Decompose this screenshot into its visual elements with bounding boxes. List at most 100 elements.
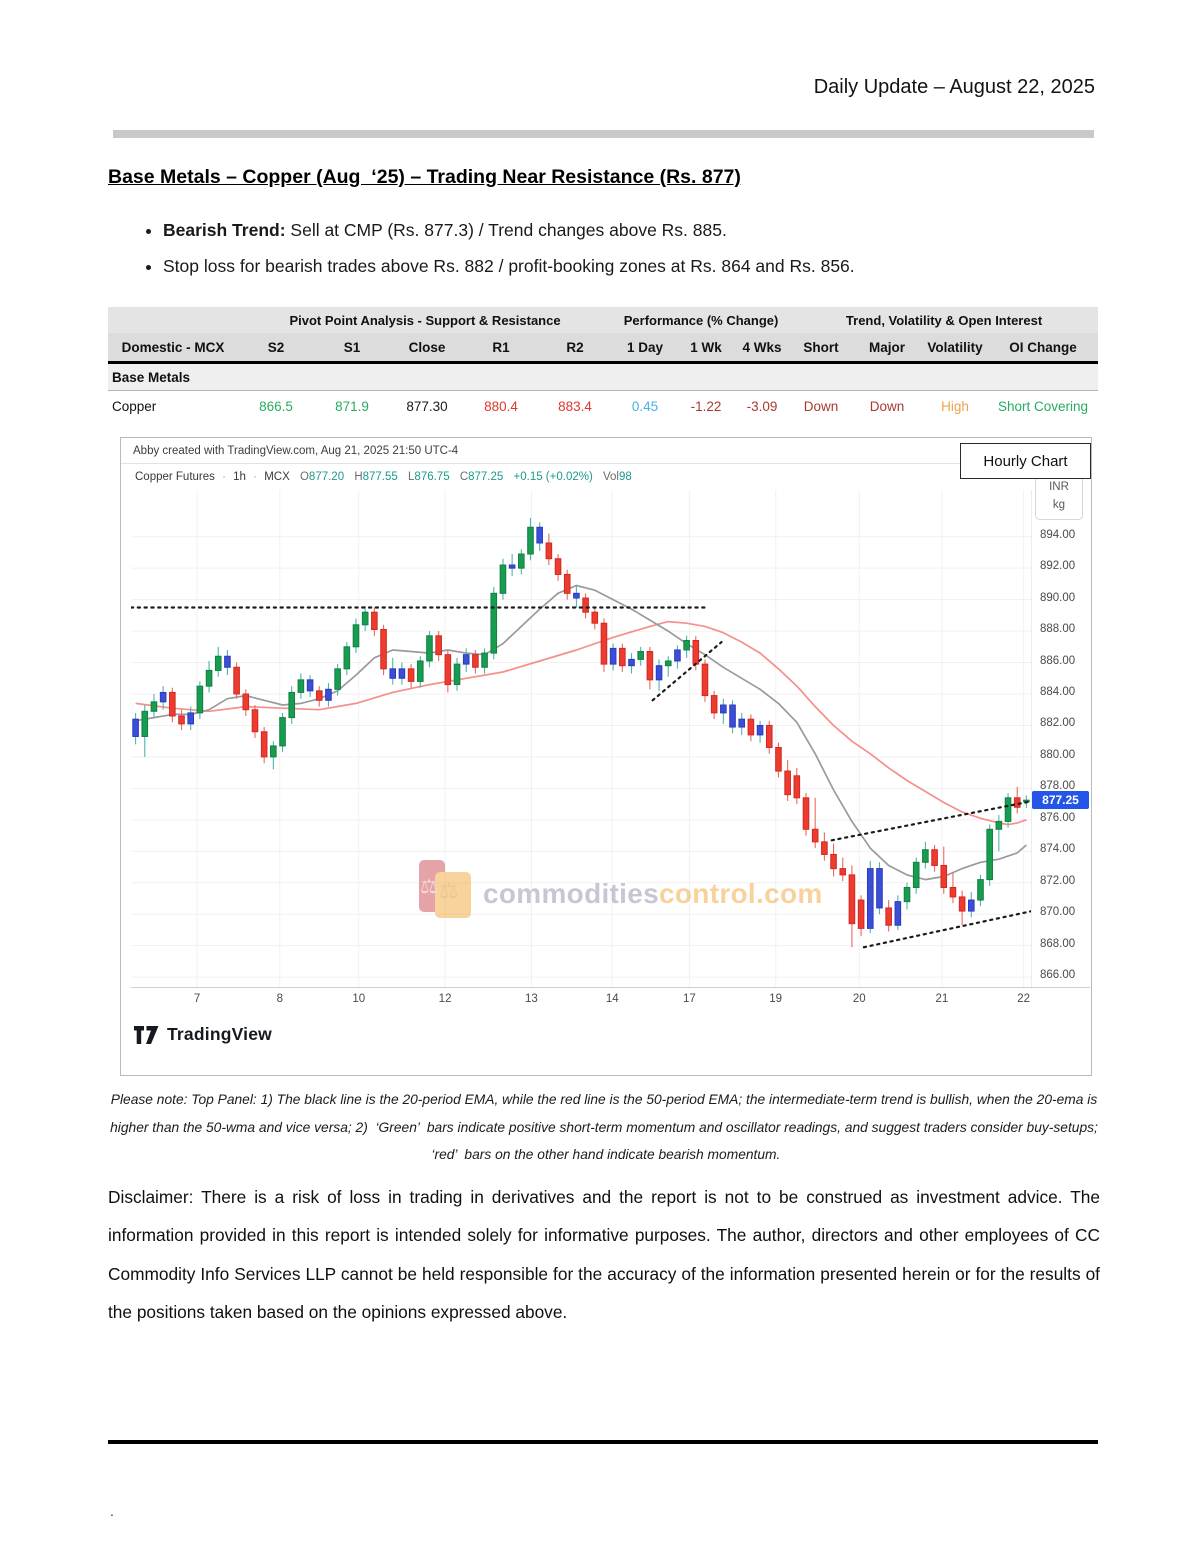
legend-high-value: 877.55 [362,471,398,483]
copper-value-5: 0.45 [631,399,659,414]
day-label-13: 13 [525,993,538,1005]
table-section-row: Base Metals [108,362,1099,391]
price-unit-box: INR kg [1035,472,1083,520]
legend-open-key: O [299,471,309,483]
day-label-20: 20 [852,993,866,1005]
legend-symbol: Copper Futures [135,471,215,483]
price-tick-866: 866.00 [1040,969,1076,982]
col-s2: S2 [238,333,314,364]
document-header: Daily Update – August 22, 2025 [813,76,1095,98]
copper-value-4: 883.4 [558,399,592,414]
legend-close-key: C [459,471,469,483]
copper-value-9: Down [869,399,905,414]
table-column-header-row: Domestic - MCX S2 S1 Close R1 R2 1 Day 1… [108,333,1099,364]
day-label-8: 8 [276,993,283,1005]
bullet-text: Stop loss for bearish trades above Rs. 8… [163,256,855,276]
day-label-21: 21 [935,993,949,1005]
legend-vol-key: Vol [603,471,619,483]
bullet-bearish-trend: Bearish Trend: Sell at CMP (Rs. 877.3) /… [163,220,1113,241]
price-tick-868: 868.00 [1040,937,1076,950]
copper-value-0: 866.5 [259,399,293,414]
hourly-chart-label: Hourly Chart [960,443,1091,479]
copper-value-11: Short Covering [998,399,1089,414]
price-tick-894: 894.00 [1040,528,1076,541]
watermark-part1: commodities [483,878,660,909]
bullet-stop-loss: Stop loss for bearish trades above Rs. 8… [163,256,1113,277]
bullet-text: Sell at CMP (Rs. 877.3) / Trend changes … [285,220,727,240]
col-domestic-mcx: Domestic - MCX [108,333,238,364]
day-label-17: 17 [682,993,696,1005]
header-divider [113,130,1094,138]
logo-orange-tile [435,872,471,918]
copper-value-2: 877.30 [406,399,448,414]
chart-body: Copper Futures · 1h · MCX O877.20 H877.5… [121,464,1091,1073]
legend-separator: · [222,471,226,483]
price-chart-panel: Abby created with TradingView.com, Aug 2… [120,437,1092,1076]
legend-close-value: 877.25 [468,471,504,483]
unit-inr: INR [1049,480,1069,493]
commodity-name: Copper [112,399,157,414]
page-title: Base Metals – Copper (Aug ‘25) – Trading… [108,166,741,188]
bottom-divider [108,1440,1098,1444]
watermark-text: commoditiescontrol.com [483,880,823,922]
day-label-12: 12 [438,993,452,1005]
copper-value-1: 871.9 [335,399,369,414]
scales-icon: ⚖ [439,878,459,903]
col-4wks: 4 Wks [734,333,791,364]
copper-value-10: High [941,399,969,414]
price-tick-892: 892.00 [1040,560,1076,573]
legend-interval: 1h [233,471,246,483]
legend-low-key: L [408,471,415,483]
col-major: Major [852,333,923,364]
day-label-10: 10 [352,993,366,1005]
col-r1: R1 [464,333,538,364]
day-label-19: 19 [769,993,783,1005]
commoditiescontrol-logo: ⚖ ⚖ [419,860,477,922]
day-label-7: 7 [193,993,201,1005]
col-1wk: 1 Wk [678,333,735,364]
price-tick-880: 880.00 [1040,748,1076,761]
price-axis: 894.00 892.00 890.00 888.00 886.00 884.00 882.… [1031,490,1091,987]
scales-icon: ⚖ [420,876,438,898]
footer-period: . [110,1503,114,1519]
section-label: Base Metals [108,362,1099,391]
table-row-copper: Copper 866.5 871.9 877.30 880.4 883.4 0.45 -1.… [108,391,1098,423]
legend-high-key: H [354,471,363,483]
legend-exchange: MCX [264,471,290,483]
pivot-table: Pivot Point Analysis - Support & Resista… [108,307,1099,423]
price-tick-870: 870.00 [1040,906,1076,919]
col-1day: 1 Day [612,333,679,364]
price-tick-884: 884.00 [1040,686,1076,698]
last-price-badge: 877.25 [1032,791,1089,810]
price-tick-876: 876.00 [1040,811,1076,824]
price-tick-888: 888.00 [1040,623,1076,636]
copper-value-3: 880.4 [484,399,518,414]
col-s1: S1 [314,333,390,364]
col-close: Close [390,333,464,364]
table-group-header-row: Pivot Point Analysis - Support & Resista… [108,307,1099,333]
unit-kg: kg [1052,499,1066,511]
tradingview-logo: TradingView [134,1024,272,1045]
price-tick-882: 882.00 [1040,717,1076,730]
col-oi-change: OI Change [988,333,1099,364]
price-tick-878: 878.00 [1040,780,1076,793]
bullet-bold-label: Bearish Trend: [163,220,286,240]
copper-value-8: Down [803,399,839,414]
col-r2: R2 [538,333,613,364]
col-short: Short [790,333,853,364]
group-header-empty [108,307,238,333]
price-tick-874: 874.00 [1040,843,1076,856]
legend-change: +0.15 (+0.02%) [513,471,593,483]
legend-separator: · [253,471,257,483]
watermark: ⚖ ⚖ commoditiescontrol.com [419,860,823,922]
candlestick-plot [131,490,1031,987]
watermark-part2: control.com [659,878,823,909]
tradingview-glyph-icon [134,1025,159,1044]
group-header-performance: Performance (% Change) [612,307,791,333]
chart-legend: Copper Futures · 1h · MCX O877.20 H877.5… [135,471,632,483]
col-volatility: Volatility [922,333,989,364]
bullet-list: Bearish Trend: Sell at CMP (Rs. 877.3) /… [145,220,1113,292]
group-header-trend: Trend, Volatility & Open Interest [790,307,1099,333]
copper-value-7: -3.09 [746,399,778,414]
